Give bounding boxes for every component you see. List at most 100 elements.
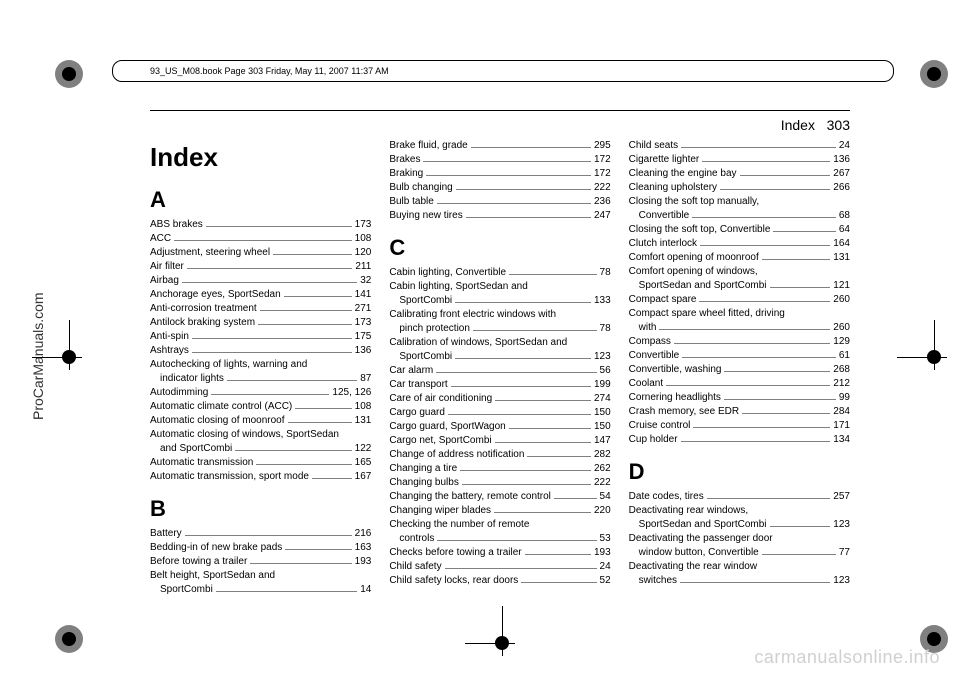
index-entry: Ashtrays136 xyxy=(150,344,371,358)
index-entry-label: Child safety xyxy=(389,560,441,574)
index-entry-label: Calibration of windows, SportSedan and xyxy=(389,336,567,350)
index-entry-label: Deactivating the rear window xyxy=(629,560,757,574)
index-entry-label: Changing bulbs xyxy=(389,476,459,490)
index-entry-page: 193 xyxy=(594,546,611,560)
index-entry-page: 78 xyxy=(600,322,611,336)
index-entry-page: 284 xyxy=(833,405,850,419)
index-entry: Compact spare wheel fitted, driving xyxy=(629,307,850,321)
index-entry-label: Anti-corrosion treatment xyxy=(150,302,257,316)
index-entry-page: 271 xyxy=(355,302,372,316)
leader-line xyxy=(525,554,591,555)
index-entry: Cargo net, SportCombi147 xyxy=(389,434,610,448)
index-entry-label: Autochecking of lights, warning and xyxy=(150,358,307,372)
index-entry-page: 136 xyxy=(355,344,372,358)
index-entry-page: 257 xyxy=(833,490,850,504)
index-entry-label: Airbag xyxy=(150,274,179,288)
index-entry-label: Bulb table xyxy=(389,195,433,209)
leader-line xyxy=(554,498,597,499)
leader-line xyxy=(509,428,591,429)
index-entry: Cornering headlights99 xyxy=(629,391,850,405)
index-entry-label: Automatic climate control (ACC) xyxy=(150,400,292,414)
index-entry-label: SportCombi xyxy=(399,350,452,364)
leader-line xyxy=(187,268,352,269)
index-entry-page: 295 xyxy=(594,139,611,153)
page-number: 303 xyxy=(827,117,850,133)
index-entry-label: Crash memory, see EDR xyxy=(629,405,739,419)
leader-line xyxy=(456,189,591,190)
leader-line xyxy=(206,226,352,227)
index-entry: Belt height, SportSedan and xyxy=(150,569,371,583)
index-entry-page: 175 xyxy=(355,330,372,344)
leader-line xyxy=(258,324,352,325)
index-entry-label: Cup holder xyxy=(629,433,678,447)
index-entry-label: indicator lights xyxy=(160,372,224,386)
index-entry: Battery216 xyxy=(150,527,371,541)
index-entry-label: Child seats xyxy=(629,139,678,153)
index-entry: controls53 xyxy=(389,532,610,546)
leader-line xyxy=(720,189,830,190)
index-entry-page: 131 xyxy=(833,251,850,265)
leader-line xyxy=(681,441,831,442)
index-entry-label: SportCombi xyxy=(160,583,213,597)
index-entry-page: 61 xyxy=(839,349,850,363)
index-entry-label: Convertible, washing xyxy=(629,363,722,377)
leader-line xyxy=(436,372,596,373)
index-entry: Brake fluid, grade295 xyxy=(389,139,610,153)
index-entry-page: 141 xyxy=(355,288,372,302)
index-entry-label: Care of air conditioning xyxy=(389,392,492,406)
index-entry-page: 164 xyxy=(833,237,850,251)
index-entry-label: Changing a tire xyxy=(389,462,457,476)
index-entry: SportCombi133 xyxy=(389,294,610,308)
index-entry-page: 171 xyxy=(833,419,850,433)
index-entry: indicator lights87 xyxy=(150,372,371,386)
index-entry-label: SportSedan and SportCombi xyxy=(639,518,767,532)
leader-line xyxy=(762,259,831,260)
leader-line xyxy=(273,254,352,255)
index-entry-label: Automatic closing of moonroof xyxy=(150,414,285,428)
index-entry-label: Coolant xyxy=(629,377,663,391)
leader-line xyxy=(495,442,591,443)
index-entry: Convertible61 xyxy=(629,349,850,363)
index-entry: Convertible68 xyxy=(629,209,850,223)
index-entry: Cargo guard150 xyxy=(389,406,610,420)
index-entry-page: 212 xyxy=(833,377,850,391)
index-entry: Automatic closing of moonroof131 xyxy=(150,414,371,428)
index-entry: Comfort opening of moonroof131 xyxy=(629,251,850,265)
index-entry-label: ABS brakes xyxy=(150,218,203,232)
index-entry-label: Cabin lighting, Convertible xyxy=(389,266,506,280)
index-entry-label: Calibrating front electric windows with xyxy=(389,308,556,322)
leader-line xyxy=(423,161,591,162)
index-entry: Brakes172 xyxy=(389,153,610,167)
index-entry: Calibrating front electric windows with xyxy=(389,308,610,322)
index-entry-page: 32 xyxy=(360,274,371,288)
index-entry-label: Child safety locks, rear doors xyxy=(389,574,518,588)
index-entry-page: 129 xyxy=(833,335,850,349)
index-entry: Date codes, tires257 xyxy=(629,490,850,504)
index-entry-page: 24 xyxy=(600,560,611,574)
index-entry-page: 267 xyxy=(833,167,850,181)
leader-line xyxy=(182,282,357,283)
index-entry-label: Closing the soft top, Convertible xyxy=(629,223,771,237)
leader-line xyxy=(462,484,591,485)
index-entry: Before towing a trailer193 xyxy=(150,555,371,569)
leader-line xyxy=(770,287,831,288)
index-entry-page: 222 xyxy=(594,476,611,490)
leader-line xyxy=(740,175,831,176)
leader-line xyxy=(284,296,352,297)
leader-line xyxy=(216,591,357,592)
index-entry-page: 136 xyxy=(833,153,850,167)
index-entry-page: 99 xyxy=(839,391,850,405)
index-entry-label: Car alarm xyxy=(389,364,433,378)
index-entry: Changing wiper blades220 xyxy=(389,504,610,518)
index-entry-label: Autodimming xyxy=(150,386,208,400)
index-entry-page: 108 xyxy=(355,232,372,246)
index-entry: Crash memory, see EDR 284 xyxy=(629,405,850,419)
index-entry-page: 56 xyxy=(600,364,611,378)
leader-line xyxy=(471,147,591,148)
page-header-label: Index xyxy=(781,117,815,133)
leader-line xyxy=(227,380,357,381)
registration-mark-center xyxy=(495,636,509,650)
index-entry-page: 133 xyxy=(594,294,611,308)
leader-line xyxy=(527,456,591,457)
index-entry-label: Clutch interlock xyxy=(629,237,697,251)
